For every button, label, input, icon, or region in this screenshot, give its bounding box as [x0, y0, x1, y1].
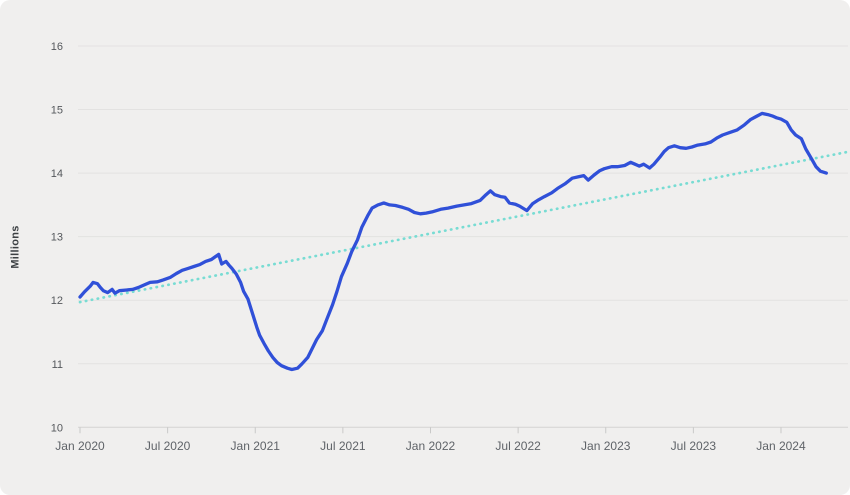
y-tick-label: 15 — [51, 105, 63, 117]
x-tick-label: Jul 2020 — [145, 439, 191, 453]
x-tick-label: Jan 2024 — [756, 439, 806, 453]
y-tick-label: 11 — [52, 359, 63, 371]
x-tick-label: Jan 2020 — [55, 439, 105, 453]
x-tick-label: Jan 2023 — [581, 439, 631, 453]
y-tick-label: 10 — [51, 422, 63, 434]
series-observed-line — [78, 111, 828, 372]
x-tick-label: Jan 2021 — [231, 439, 281, 453]
y-tick-label: 12 — [51, 295, 63, 307]
y-tick-label: 13 — [51, 232, 63, 244]
series-trend-line — [78, 150, 849, 304]
x-tick-label: Jul 2021 — [320, 439, 366, 453]
y-axis-title: Millions — [9, 225, 22, 269]
x-tick-label: Jul 2022 — [495, 439, 541, 453]
y-tick-label: 14 — [51, 168, 63, 180]
y-tick-label: 16 — [51, 41, 63, 53]
x-tick-label: Jul 2023 — [671, 439, 717, 453]
x-tick-label: Jan 2022 — [406, 439, 456, 453]
